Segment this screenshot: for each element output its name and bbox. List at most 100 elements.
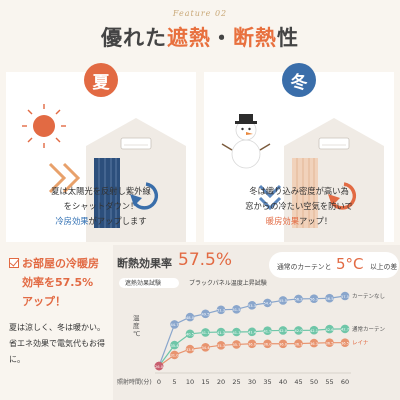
data-point: [340, 338, 350, 347]
x-axis-label: 照射時間(分): [117, 378, 152, 386]
legend-label: ブラックパネル温度上昇試験: [189, 279, 267, 287]
data-label: 56.5: [325, 297, 333, 301]
data-label: 48.0: [186, 316, 195, 320]
data-point: [216, 341, 226, 350]
curtain-icon: [94, 158, 120, 228]
data-label: 34.4: [201, 346, 210, 350]
data-label: 35.7: [232, 343, 240, 347]
data-point: [278, 296, 288, 305]
legend-item: [119, 278, 179, 288]
summer-line-3: 冷房効果がアップします: [6, 214, 196, 229]
series-end-label: カーテンなし: [352, 293, 385, 300]
winter-line-3: 暖房効果アップ！: [204, 214, 394, 229]
data-point: [232, 340, 241, 349]
data-point: [232, 327, 241, 337]
data-label: 55.5: [279, 299, 287, 303]
data-point: [294, 339, 303, 348]
data-label: 41.3: [217, 331, 225, 335]
x-tick-label: 45: [294, 378, 302, 386]
summer-badge: 夏: [84, 63, 118, 97]
data-point: [263, 298, 272, 308]
efficiency-heading-line-3: アップ！: [22, 295, 66, 308]
sun-icon: [22, 104, 66, 148]
winter-illustration: [221, 114, 384, 242]
data-label: 51.5: [232, 308, 240, 312]
winter-card: 冬: [204, 63, 394, 242]
data-label: 41.4: [248, 331, 257, 335]
legend-label: 遮熱効果試験: [125, 279, 161, 287]
data-label: 42.7: [341, 328, 349, 332]
data-label: 51.3: [217, 309, 225, 313]
title-highlight-1: 遮熱: [167, 26, 211, 50]
data-point: [325, 338, 334, 347]
data-label: 42.1: [310, 329, 318, 333]
data-label: 36.0: [279, 343, 288, 347]
data-point: [309, 294, 319, 303]
chart-title: 断熱効果率: [117, 257, 172, 270]
data-point: [247, 301, 257, 310]
chart-percentage: 57.5%: [178, 250, 233, 270]
data-point: [201, 309, 210, 319]
efficiency-heading-line-2: 効率を57.5%: [22, 276, 94, 289]
x-tick-label: 25: [232, 378, 240, 386]
feature-label: Feature 02: [172, 9, 228, 18]
title-highlight-2: 断熱: [233, 26, 277, 50]
cool-airflow-icon: [132, 182, 159, 210]
air-conditioner-icon: [120, 137, 152, 150]
winter-line-1: 冬は織り込み密度が高い為: [249, 186, 349, 196]
efficiency-heading: お部屋の冷暖房 効率を57.5% アップ！: [22, 254, 112, 311]
summer-description: 夏は太陽光を反射し紫外線 をシャットダウン！ 冷房効果がアップします: [6, 184, 196, 229]
x-tick-label: 20: [217, 378, 225, 386]
data-point: [170, 350, 179, 360]
data-label: 35.4: [170, 344, 179, 348]
efficiency-body-line-3: に。: [9, 355, 25, 364]
summer-line-3-tail: がアップします: [88, 216, 147, 226]
summer-accent: 冷房効果: [55, 216, 89, 226]
data-point: [154, 361, 164, 371]
data-label: 36.3: [310, 342, 318, 346]
data-point: [263, 339, 272, 349]
data-point: [201, 328, 210, 337]
data-point: [325, 324, 334, 334]
data-point: [247, 327, 257, 337]
page-title: 優れた遮熱・断熱性: [0, 22, 400, 52]
x-tick-label: 0: [157, 378, 161, 386]
winter-line-2: 窓からの冷たい空気を防いで: [245, 201, 353, 211]
warm-airflow-icon: [330, 182, 357, 210]
data-point: [185, 329, 195, 339]
data-label: 42.0: [294, 329, 303, 333]
data-label: 36.5: [341, 341, 349, 345]
curtain-icon: [292, 158, 318, 228]
data-point: [278, 339, 288, 349]
efficiency-body-line-1: 夏は涼しく、冬は暖かい。: [9, 323, 105, 332]
summer-line-2: をシャットダウン！: [63, 201, 139, 211]
data-point: [232, 305, 241, 314]
data-label: 31.0: [170, 354, 179, 358]
data-label: 56.3: [310, 297, 318, 301]
bubble-suffix: 以上の差: [370, 263, 398, 271]
data-point: [309, 338, 319, 348]
check-icon: [9, 258, 19, 268]
data-label: 53.3: [248, 304, 256, 308]
bubble-prefix: 通常のカーテンと: [277, 263, 332, 271]
data-label: 36.5: [325, 341, 333, 345]
winter-line-3-tail: アップ！: [299, 216, 333, 226]
summer-line-1: 夏は太陽光を反射し紫外線: [51, 186, 151, 196]
x-tick-label: 10: [186, 378, 194, 386]
data-label: 36.0: [263, 343, 272, 347]
data-point: [170, 340, 179, 350]
data-point: [278, 326, 288, 335]
data-point: [170, 320, 179, 329]
winter-badge: 冬: [282, 63, 316, 97]
data-point: [340, 324, 350, 334]
data-label: 44.7: [170, 323, 178, 327]
air-conditioner-icon: [318, 137, 350, 150]
data-label: 42.6: [325, 328, 334, 332]
data-label: 57.5: [341, 295, 349, 299]
data-label: 35.3: [217, 344, 225, 348]
data-label: 36.1: [294, 342, 302, 346]
data-label: 54.4: [263, 302, 272, 306]
data-point: [340, 291, 350, 301]
snowman-icon: [221, 114, 271, 169]
data-label: 33.6: [186, 348, 195, 352]
